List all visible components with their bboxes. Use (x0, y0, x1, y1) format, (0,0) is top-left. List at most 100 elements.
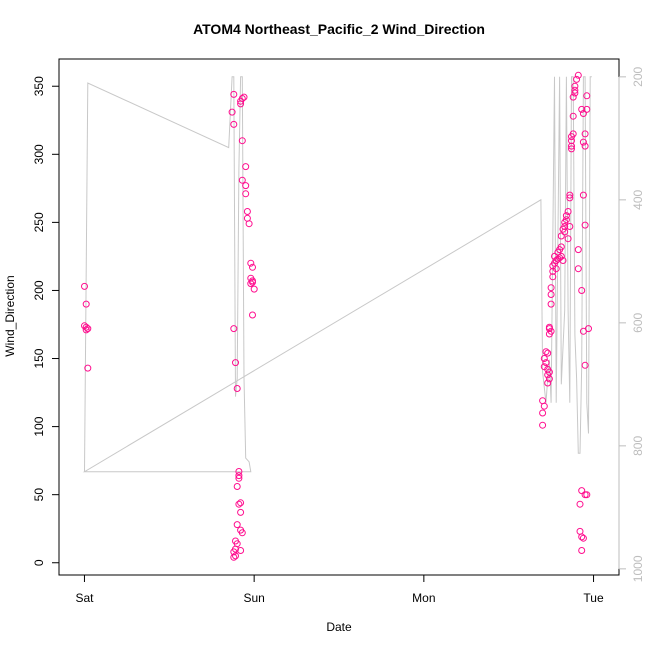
data-point (581, 142, 589, 150)
line-series (82, 76, 592, 473)
data-point (581, 130, 589, 138)
data-point (542, 359, 550, 367)
data-point (82, 326, 90, 334)
data-point (230, 548, 238, 556)
data-point (545, 323, 553, 331)
y-tick-label: 50 (32, 488, 46, 502)
data-point (545, 368, 553, 376)
data-point (561, 228, 569, 236)
x-tick-label: Tue (583, 591, 604, 605)
data-point (245, 220, 253, 228)
y2-tick-label: 200 (631, 67, 645, 87)
x-tick-label: Sun (243, 591, 264, 605)
data-point (544, 349, 552, 357)
data-point (571, 86, 579, 94)
data-point (562, 212, 570, 220)
data-point (247, 280, 255, 288)
data-point (571, 89, 579, 97)
data-point (573, 75, 581, 83)
data-point (544, 379, 552, 387)
data-point (247, 259, 255, 267)
data-point (552, 265, 560, 273)
data-point (559, 257, 567, 264)
data-point (571, 82, 579, 90)
data-point (574, 265, 582, 273)
data-point (242, 182, 250, 190)
data-point (583, 491, 591, 499)
data-point (569, 130, 577, 138)
data-point (578, 547, 586, 554)
data-point (230, 90, 238, 98)
data-point (579, 191, 587, 199)
data-point (230, 325, 238, 333)
data-point (547, 327, 555, 335)
data-point (578, 105, 586, 113)
y2-tick-label: 600 (631, 313, 645, 333)
data-point (585, 325, 592, 333)
data-point (557, 252, 565, 260)
x-tick-label: Sat (75, 591, 94, 605)
data-point (568, 142, 575, 150)
data-point (249, 263, 256, 271)
data-point (574, 71, 582, 79)
data-point (539, 421, 547, 429)
points-series (81, 71, 592, 561)
data-point (547, 291, 555, 298)
data-point (237, 526, 245, 534)
y-tick-label: 100 (32, 416, 46, 436)
data-point (583, 105, 591, 113)
data-point (235, 468, 243, 475)
data-point (540, 355, 548, 362)
y-tick-label: 300 (32, 144, 46, 164)
data-point (578, 287, 586, 294)
data-point (539, 409, 547, 417)
data-point (228, 108, 236, 116)
data-point (545, 375, 553, 383)
data-point (250, 285, 258, 293)
y-tick-label: 150 (32, 348, 46, 368)
data-point (84, 325, 92, 333)
data-point (561, 223, 569, 230)
data-point (581, 221, 589, 229)
data-point (539, 397, 547, 405)
data-point (242, 190, 250, 198)
data-point (242, 163, 250, 171)
data-point (569, 112, 577, 120)
data-point (547, 300, 555, 308)
data-point (579, 534, 587, 542)
y-axis-label: Wind_Direction (3, 275, 17, 356)
data-point (564, 208, 572, 215)
data-point (235, 472, 243, 480)
data-point (249, 311, 256, 319)
data-point (84, 364, 92, 372)
data-point (549, 273, 557, 281)
data-point (237, 499, 245, 507)
chart-title: ATOM4 Northeast_Pacific_2 Wind_Direction (193, 21, 485, 37)
data-point (564, 235, 572, 243)
data-point (568, 145, 575, 153)
data-point (576, 500, 584, 508)
data-point (230, 553, 238, 561)
data-point (581, 361, 589, 369)
data-point (82, 300, 90, 308)
data-point (243, 208, 251, 215)
data-point (240, 93, 248, 101)
data-point (81, 282, 88, 290)
data-point (233, 483, 241, 490)
x-axis-label: Date (326, 620, 352, 634)
data-point (568, 137, 575, 145)
data-point (569, 93, 577, 101)
data-point (237, 100, 245, 108)
axes: Sat Sun Mon Tue 0 50 100 150 200 250 300 350 200 400 6… (32, 67, 645, 605)
data-point (566, 191, 574, 199)
data-point (232, 359, 239, 367)
data-point (566, 194, 574, 202)
y-tick-label: 250 (32, 212, 46, 232)
data-point (574, 246, 582, 254)
data-point (578, 533, 586, 541)
x-tick-label: Mon (412, 591, 435, 605)
data-point (233, 521, 241, 529)
y-tick-label: 350 (32, 76, 46, 96)
data-point (235, 474, 243, 482)
